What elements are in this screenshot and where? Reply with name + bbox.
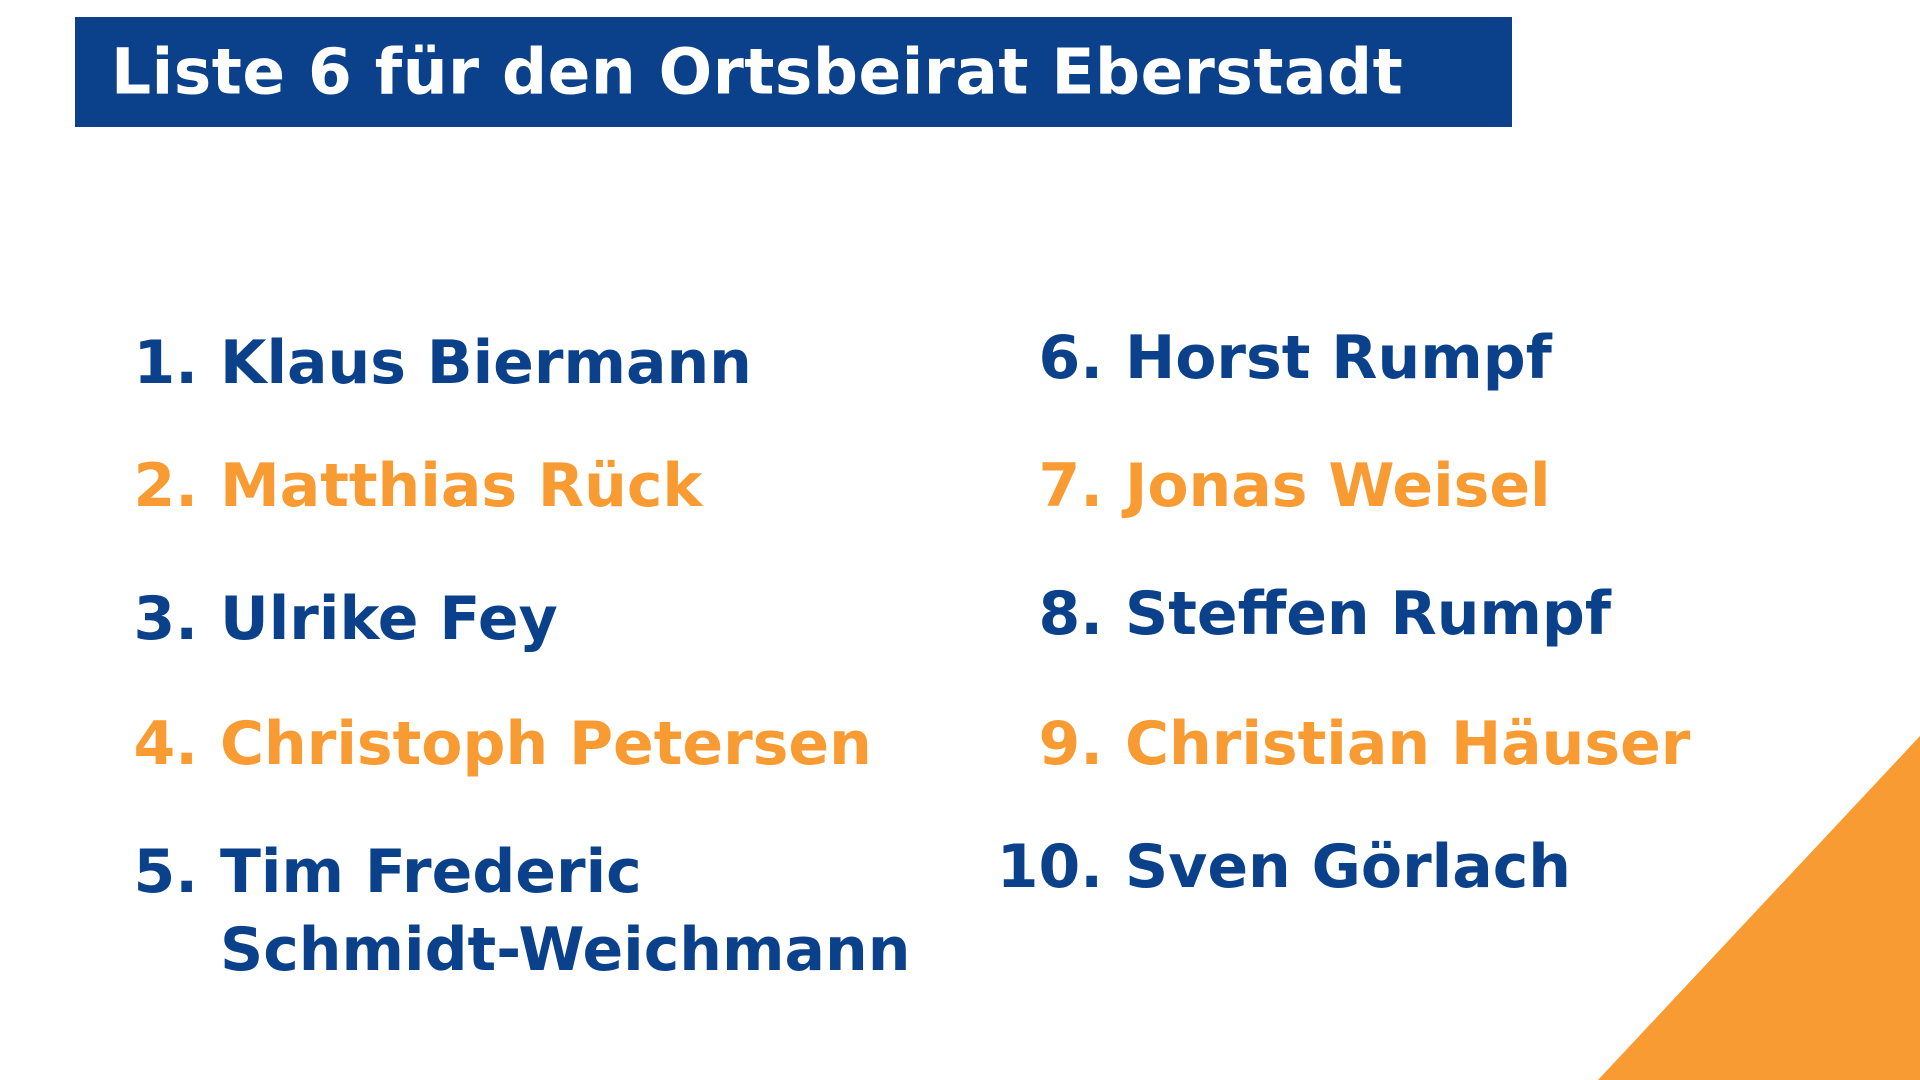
candidate-entry-6: 6. Horst Rumpf: [1038, 319, 1552, 397]
candidate-name: Tim Frederic: [220, 837, 642, 907]
candidate-name-line2: Schmidt-Weichmann: [220, 915, 911, 985]
candidate-entry-3: 3. Ulrike Fey: [133, 580, 558, 658]
page-title: Liste 6 für den Ortsbeirat Eberstadt: [111, 35, 1404, 109]
candidate-name: Jonas Weisel: [1125, 451, 1551, 521]
candidate-number: 10.: [996, 832, 1103, 902]
candidate-name: Klaus Biermann: [220, 328, 752, 398]
candidate-number: 9.: [1038, 709, 1103, 779]
candidate-name: Horst Rumpf: [1125, 323, 1552, 393]
candidate-entry-2: 2. Matthias Rück: [133, 447, 703, 525]
candidate-entry-1: 1. Klaus Biermann: [133, 324, 752, 402]
title-banner: Liste 6 für den Ortsbeirat Eberstadt: [75, 17, 1512, 127]
candidate-name: Christian Häuser: [1125, 709, 1691, 779]
candidate-entry-10: 10. Sven Görlach: [997, 828, 1572, 906]
candidate-name: Ulrike Fey: [220, 584, 558, 654]
candidate-name: Matthias Rück: [220, 451, 703, 521]
candidate-entry-4: 4. Christoph Petersen: [133, 705, 872, 783]
candidate-name: Steffen Rumpf: [1125, 579, 1611, 649]
candidate-entry-7: 7. Jonas Weisel: [1038, 447, 1551, 525]
candidate-name: Sven Görlach: [1125, 832, 1572, 902]
candidate-number: 6.: [1038, 323, 1103, 393]
candidate-number: 3.: [133, 584, 198, 654]
candidate-entry-9: 9. Christian Häuser: [1038, 705, 1691, 783]
candidate-number: 8.: [1038, 579, 1103, 649]
candidate-name: Christoph Petersen: [220, 709, 872, 779]
corner-triangle-decoration: [1598, 736, 1920, 1080]
candidate-number: 5.: [133, 837, 198, 907]
candidate-number: 1.: [133, 328, 198, 398]
candidate-entry-8: 8. Steffen Rumpf: [1038, 575, 1611, 653]
candidate-entry-5: 5. Tim Frederic Schmidt-Weichmann: [133, 833, 911, 989]
candidate-number: 2.: [133, 451, 198, 521]
candidate-number: 7.: [1038, 451, 1103, 521]
candidate-number: 4.: [133, 709, 198, 779]
